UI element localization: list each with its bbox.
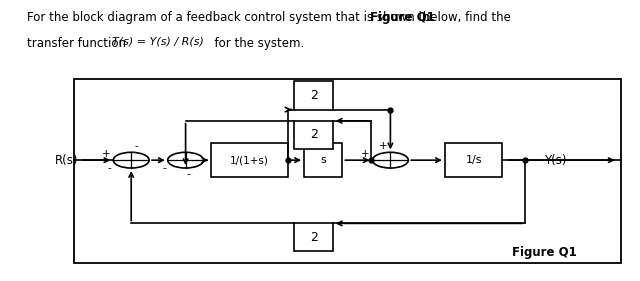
Text: -: - xyxy=(187,169,191,180)
Text: For the block diagram of a feedback control system that is shown in: For the block diagram of a feedback cont… xyxy=(27,11,433,24)
Text: +: + xyxy=(102,149,110,159)
Bar xyxy=(294,223,333,251)
Circle shape xyxy=(372,152,408,168)
Text: +: + xyxy=(362,149,370,159)
Text: 1/(1+s): 1/(1+s) xyxy=(230,155,269,165)
Text: +: + xyxy=(379,141,387,151)
Bar xyxy=(211,143,288,177)
Bar xyxy=(294,121,333,149)
Text: transfer function: transfer function xyxy=(27,37,133,49)
Bar xyxy=(304,143,342,177)
Circle shape xyxy=(168,152,204,168)
Text: -: - xyxy=(134,141,138,151)
Circle shape xyxy=(113,152,149,168)
Bar xyxy=(74,79,621,263)
Text: Figure Q1: Figure Q1 xyxy=(370,11,435,24)
Bar xyxy=(445,143,502,177)
Text: 2: 2 xyxy=(310,231,317,244)
Text: 1/s: 1/s xyxy=(465,155,482,165)
Text: Y(s): Y(s) xyxy=(544,154,566,167)
Text: -: - xyxy=(162,163,166,173)
Text: T(s) = Y(s) / R(s): T(s) = Y(s) / R(s) xyxy=(112,37,204,47)
Text: below, find the: below, find the xyxy=(419,11,511,24)
Text: -: - xyxy=(108,164,111,174)
Text: 2: 2 xyxy=(310,128,317,141)
Text: for the system.: for the system. xyxy=(207,37,304,49)
Text: 2: 2 xyxy=(310,89,317,102)
Bar xyxy=(294,81,333,110)
Text: Figure Q1: Figure Q1 xyxy=(512,246,577,259)
Text: s: s xyxy=(321,155,326,165)
Text: R(s): R(s) xyxy=(55,154,79,167)
